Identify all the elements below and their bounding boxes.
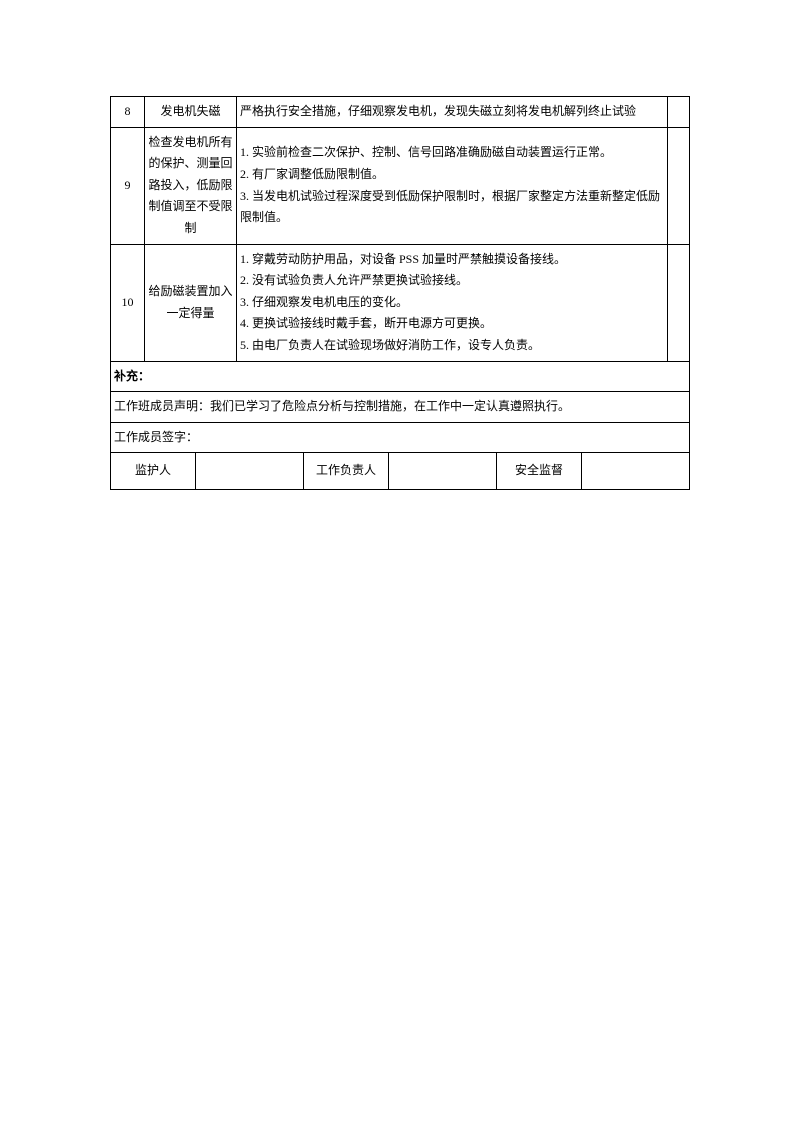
safety-field[interactable] <box>582 453 690 489</box>
safety-label: 安全监督 <box>497 453 582 489</box>
row-title: 检查发电机所有的保护、测量回路投入，低励限制值调至不受限制 <box>145 127 237 244</box>
supervisor-label: 监护人 <box>111 453 196 489</box>
signature-row: 监护人 工作负责人 安全监督 <box>111 453 690 489</box>
row-note <box>668 127 690 244</box>
row-title: 给励磁装置加入一定得量 <box>145 244 237 361</box>
signature-table: 监护人 工作负责人 安全监督 <box>110 453 690 490</box>
supplement-label: 补充： <box>111 361 690 392</box>
row-note <box>668 97 690 128</box>
row-content: 1. 穿戴劳动防护用品，对设备 PSS 加量时严禁触摸设备接线。2. 没有试验负… <box>237 244 668 361</box>
row-note <box>668 244 690 361</box>
row-content: 严格执行安全措施，仔细观察发电机，发现失磁立刻将发电机解列终止试验 <box>237 97 668 128</box>
leader-label: 工作负责人 <box>304 453 389 489</box>
declaration-row: 工作班成员声明：我们已学习了危险点分析与控制措施，在工作中一定认真遵照执行。 <box>111 392 690 423</box>
risk-control-table: 8 发电机失磁 严格执行安全措施，仔细观察发电机，发现失磁立刻将发电机解列终止试… <box>110 96 690 453</box>
row-title: 发电机失磁 <box>145 97 237 128</box>
supervisor-field[interactable] <box>196 453 304 489</box>
signature-label: 工作成员签字： <box>111 422 690 453</box>
leader-field[interactable] <box>389 453 497 489</box>
declaration-text: 工作班成员声明：我们已学习了危险点分析与控制措施，在工作中一定认真遵照执行。 <box>111 392 690 423</box>
supplement-row: 补充： <box>111 361 690 392</box>
row-index: 8 <box>111 97 145 128</box>
table-row: 8 发电机失磁 严格执行安全措施，仔细观察发电机，发现失磁立刻将发电机解列终止试… <box>111 97 690 128</box>
row-index: 10 <box>111 244 145 361</box>
signature-label-row: 工作成员签字： <box>111 422 690 453</box>
row-index: 9 <box>111 127 145 244</box>
row-content: 1. 实验前检查二次保护、控制、信号回路准确励磁自动装置运行正常。2. 有厂家调… <box>237 127 668 244</box>
table-row: 9 检查发电机所有的保护、测量回路投入，低励限制值调至不受限制 1. 实验前检查… <box>111 127 690 244</box>
table-row: 10 给励磁装置加入一定得量 1. 穿戴劳动防护用品，对设备 PSS 加量时严禁… <box>111 244 690 361</box>
